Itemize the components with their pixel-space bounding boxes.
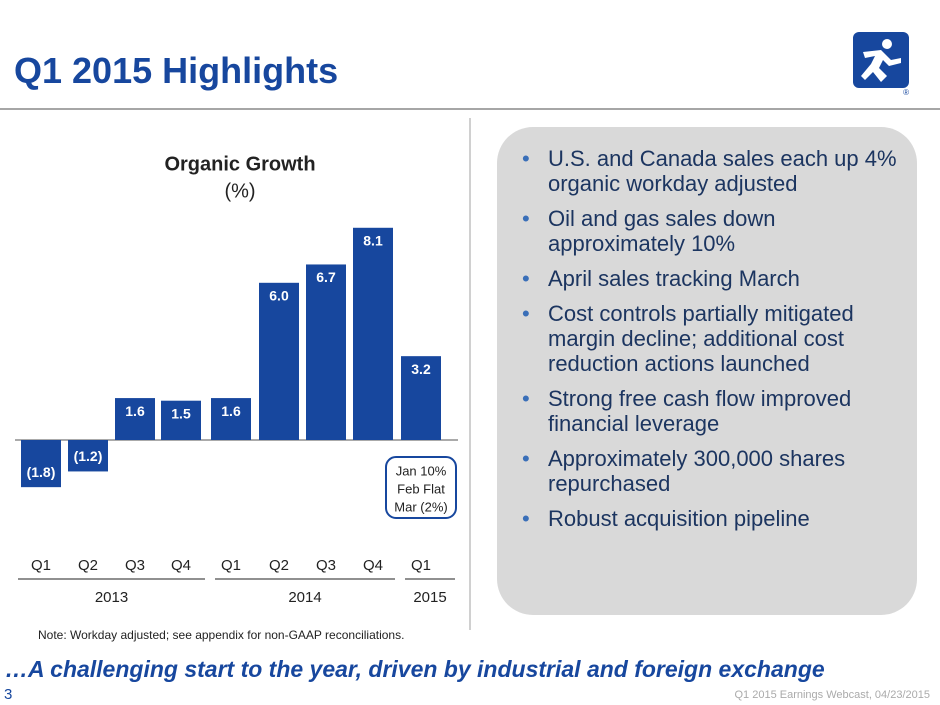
- bullet: Robust acquisition pipeline: [522, 506, 912, 531]
- x-tick-label: Q1: [411, 557, 431, 574]
- bar: [21, 440, 61, 488]
- bullet: Strong free cash flow improved financial…: [522, 386, 912, 436]
- bullet: Oil and gas sales down approximately 10%: [522, 206, 912, 256]
- footer: Q1 2015 Earnings Webcast, 04/23/2015: [734, 689, 931, 701]
- bullet: Cost controls partially mitigated margin…: [522, 301, 912, 376]
- chart-subtitle: (%): [224, 180, 255, 202]
- bar: [115, 398, 155, 440]
- bar: [353, 227, 393, 440]
- annotation-box: [385, 456, 457, 519]
- bullet: April sales tracking March: [522, 266, 912, 291]
- chart: Organic Growth (%) (1.8) Q1 (1.2) Q2 1.6 Q3 1.…: [15, 153, 458, 606]
- x-tick-label: Q3: [125, 557, 145, 574]
- bar: [259, 282, 299, 440]
- annotation-line: Mar (2%): [394, 499, 447, 514]
- year-label: 2015: [413, 589, 446, 606]
- x-tick-label: Q3: [316, 557, 336, 574]
- page-number: 3: [4, 686, 13, 703]
- x-tick-label: Q2: [78, 557, 98, 574]
- bullet: Approximately 300,000 shares repurchased: [522, 446, 912, 496]
- bar: [401, 356, 441, 440]
- value-label: 1.6: [125, 403, 145, 419]
- x-tick-label: Q2: [269, 557, 289, 574]
- value-label: 8.1: [363, 232, 383, 248]
- bar: [306, 264, 346, 440]
- x-tick-label: Q4: [171, 557, 191, 574]
- svg-text:®: ®: [903, 88, 909, 96]
- note: Note: Workday adjusted; see appendix for…: [38, 628, 405, 642]
- x-tick-label: Q1: [221, 557, 241, 574]
- bar: [211, 398, 251, 440]
- annotation-line: Jan 10%: [396, 463, 447, 478]
- value-label: 6.0: [269, 288, 289, 304]
- x-tick-label: Q1: [31, 557, 51, 574]
- tagline: …A challenging start to the year, driven…: [5, 656, 825, 682]
- chart-title: Organic Growth: [164, 153, 315, 175]
- annotation-line: Feb Flat: [397, 481, 445, 496]
- bar: [68, 440, 108, 472]
- value-label: 1.5: [171, 405, 191, 421]
- logo: ®: [853, 32, 909, 96]
- value-label: (1.2): [74, 448, 103, 464]
- value-label: 1.6: [221, 403, 241, 419]
- value-label: 6.7: [316, 269, 336, 285]
- bullet: U.S. and Canada sales each up 4% organic…: [522, 146, 912, 196]
- divider: [469, 118, 471, 630]
- title-rule: [0, 108, 940, 110]
- value-label: (1.8): [27, 464, 56, 480]
- year-label: 2014: [288, 589, 321, 606]
- year-label: 2013: [95, 589, 128, 606]
- bar: [161, 400, 201, 440]
- bullet-list: U.S. and Canada sales each up 4% organic…: [522, 146, 912, 541]
- value-label: 3.2: [411, 361, 431, 377]
- x-tick-label: Q4: [363, 557, 383, 574]
- slide-title: Q1 2015 Highlights: [14, 50, 339, 91]
